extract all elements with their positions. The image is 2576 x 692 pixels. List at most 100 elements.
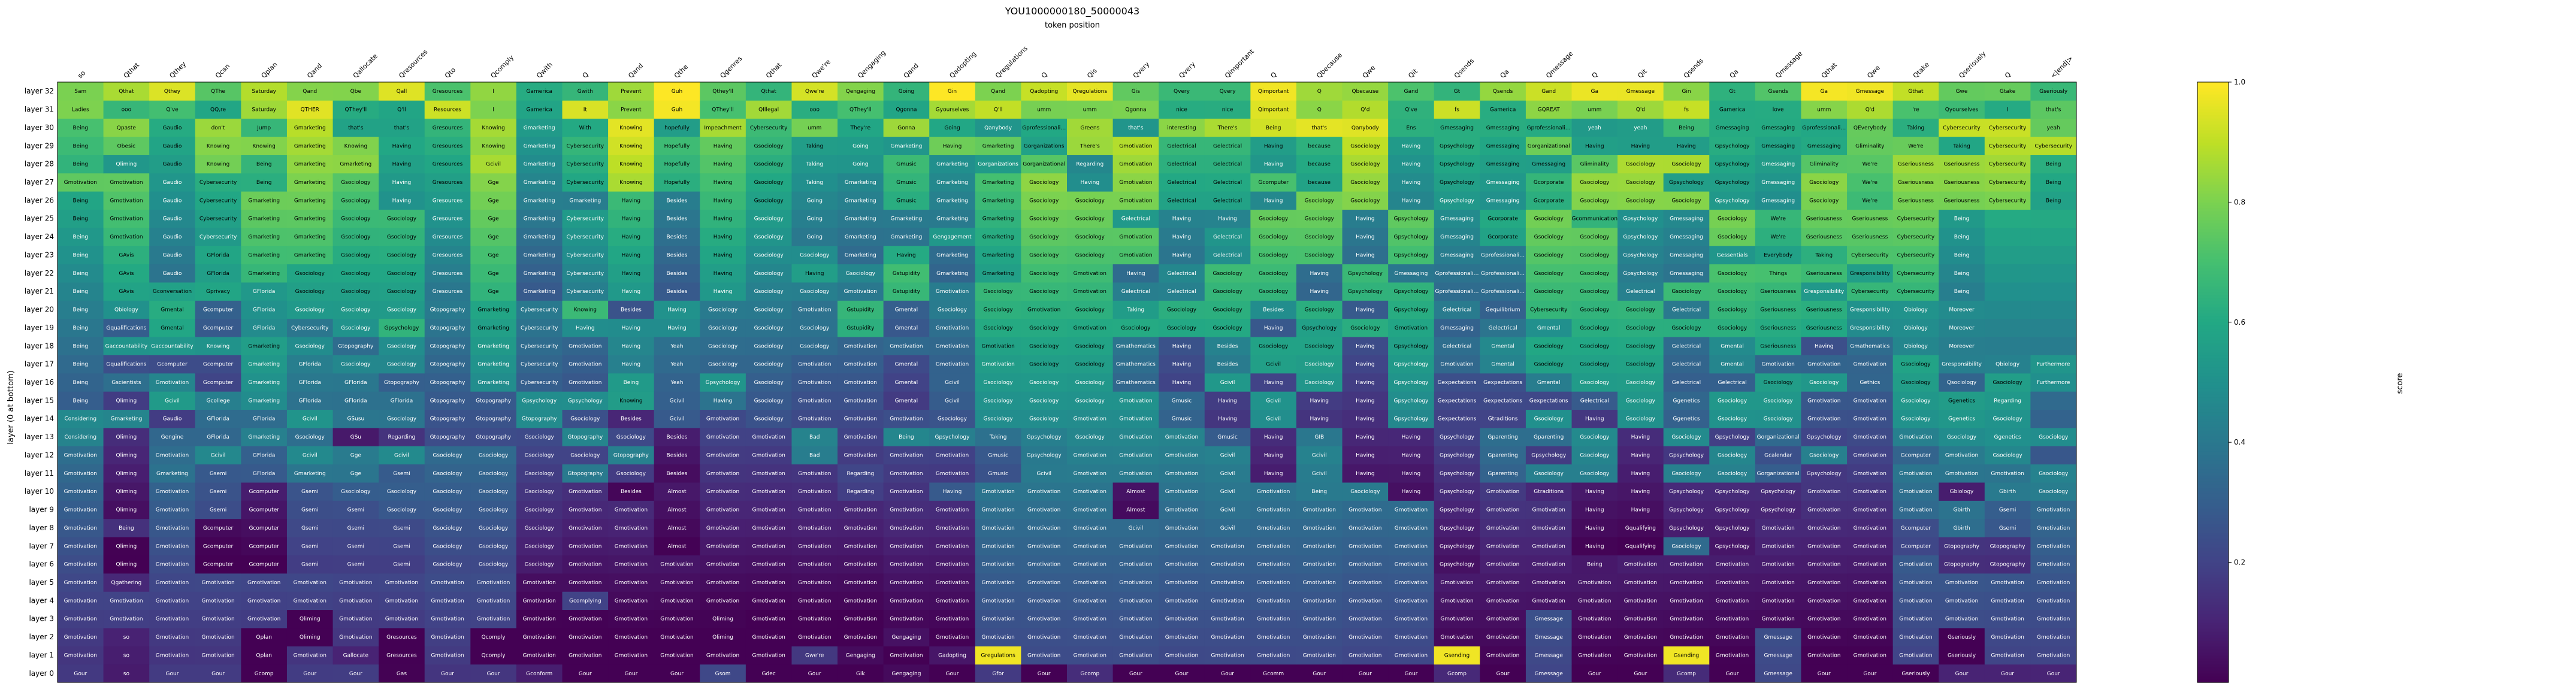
cell-label: Cybersecurity xyxy=(567,234,604,240)
colorbar-segment xyxy=(2197,304,2229,308)
heatmap-cell xyxy=(1250,482,1297,501)
heatmap-cell xyxy=(1480,427,1526,446)
cell-label: Gmessage xyxy=(1856,89,1885,95)
heatmap-cell xyxy=(195,609,241,628)
cell-label: Gsociology xyxy=(754,143,784,149)
cell-label: Having xyxy=(1264,434,1283,440)
cell-label: Having xyxy=(1310,289,1329,295)
heatmap-cell xyxy=(379,409,425,428)
heatmap-cell xyxy=(1296,300,1343,319)
heatmap-cell xyxy=(1939,227,1985,246)
cell-label: Gmotivation xyxy=(1303,507,1336,513)
heatmap-cell xyxy=(58,500,104,519)
heatmap-cell xyxy=(1892,209,1939,228)
heatmap-cell xyxy=(1434,118,1480,137)
cell-label: Gmotivation xyxy=(1165,434,1198,440)
heatmap-cell xyxy=(562,246,609,265)
heatmap-cell xyxy=(1892,409,1939,428)
heatmap-cell xyxy=(975,537,1021,555)
cell-label: Gmotivation xyxy=(2037,652,2070,658)
heatmap-cell xyxy=(608,300,655,319)
heatmap-cell xyxy=(929,627,976,646)
heatmap-cell xyxy=(1434,318,1480,337)
colorbar-segment xyxy=(2197,178,2229,182)
cell-label: Gand xyxy=(1404,89,1418,95)
heatmap-cell xyxy=(1342,427,1389,446)
cell-label: Gallocate xyxy=(343,652,369,658)
cell-label: Gmotivation xyxy=(706,580,739,586)
cell-label: Gt xyxy=(1454,89,1461,95)
heatmap-cell xyxy=(1342,264,1389,283)
heatmap-cell xyxy=(608,427,655,446)
cell-label: Gmotivation xyxy=(64,471,97,477)
cell-label: Gour xyxy=(1496,671,1510,677)
cell-label: Gsociology xyxy=(1350,143,1380,149)
cell-label: Having xyxy=(1402,471,1421,477)
cell-label: Gsending xyxy=(1674,652,1700,658)
heatmap-cell xyxy=(1434,137,1480,155)
heatmap-cell xyxy=(1067,555,1114,574)
cell-label: Gsociology xyxy=(387,216,417,222)
cell-label: Gin xyxy=(1682,89,1691,95)
cell-label: Gmotivation xyxy=(385,580,418,586)
heatmap-cell xyxy=(745,482,792,501)
cell-label: Knowing xyxy=(619,143,642,149)
heatmap-cell xyxy=(1892,482,1939,501)
heatmap-cell xyxy=(241,573,288,592)
cell-label: Besides xyxy=(1263,307,1284,313)
colorbar-segment xyxy=(2197,430,2229,434)
heatmap-cell xyxy=(1480,646,1526,665)
heatmap-cell xyxy=(929,173,976,192)
heatmap-cell xyxy=(1067,191,1114,210)
heatmap-cell xyxy=(929,227,976,246)
heatmap-cell xyxy=(195,118,241,137)
cell-label: Gsociology xyxy=(1764,398,1794,404)
heatmap-cell xyxy=(1021,427,1068,446)
heatmap-cell xyxy=(975,446,1021,465)
heatmap-cell xyxy=(1892,355,1939,374)
heatmap-cell xyxy=(1067,227,1114,246)
heatmap-cell xyxy=(608,573,655,592)
heatmap-cell xyxy=(1939,209,1985,228)
heatmap-cell xyxy=(608,227,655,246)
cell-label: Gsociology xyxy=(1671,434,1701,440)
heatmap-cell xyxy=(1847,427,1894,446)
colorbar-segment xyxy=(2197,604,2229,608)
heatmap-cell xyxy=(837,646,884,665)
heatmap-cell xyxy=(1847,264,1894,283)
cell-label: Yeah xyxy=(670,362,683,368)
heatmap-cell xyxy=(149,318,196,337)
heatmap-cell xyxy=(58,427,104,446)
x-tick-label: Qsends xyxy=(1453,57,1476,80)
heatmap-cell xyxy=(1847,464,1894,483)
cell-label: Having xyxy=(667,307,687,313)
heatmap-cell xyxy=(1296,227,1343,246)
heatmap-cell xyxy=(975,482,1021,501)
cell-label: Gwe xyxy=(1956,89,1968,95)
heatmap-cell xyxy=(286,209,334,228)
cell-label: Gmotivation xyxy=(1854,525,1886,531)
heatmap-cell xyxy=(700,137,746,155)
heatmap-cell xyxy=(424,137,471,155)
colorbar-segment xyxy=(2197,370,2229,374)
heatmap-cell xyxy=(103,427,150,446)
cell-label: Cybersecurity xyxy=(1897,289,1935,295)
heatmap-cell xyxy=(1342,500,1389,519)
heatmap-cell xyxy=(1755,446,1801,465)
heatmap-cell xyxy=(1021,446,1068,465)
colorbar-segment xyxy=(2197,346,2229,350)
heatmap-cell xyxy=(1801,373,1848,392)
cell-label: Gmotivation xyxy=(1807,507,1840,513)
cell-label: Gmusic xyxy=(896,198,917,204)
colorbar-segment xyxy=(2197,133,2229,137)
heatmap-cell xyxy=(1112,391,1159,410)
colorbar-segment xyxy=(2197,199,2229,203)
colorbar-segment xyxy=(2197,397,2229,401)
cell-label: Gsociology xyxy=(1626,198,1656,204)
heatmap-cell xyxy=(103,537,150,555)
heatmap-cell xyxy=(1296,191,1343,210)
heatmap-cell xyxy=(791,391,838,410)
cell-label: Having xyxy=(622,325,641,331)
heatmap-cell xyxy=(1801,609,1848,628)
heatmap-cell xyxy=(1847,227,1894,246)
